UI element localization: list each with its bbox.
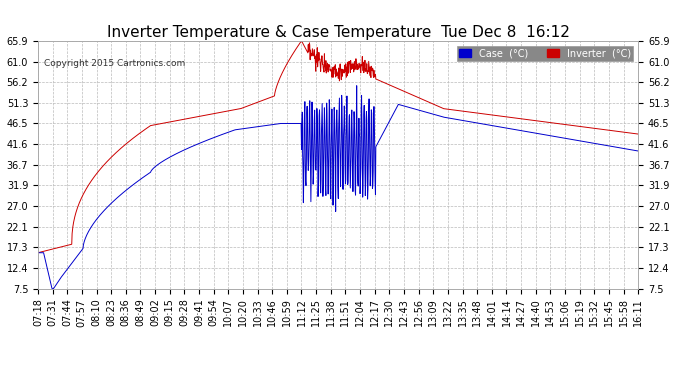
Text: Copyright 2015 Cartronics.com: Copyright 2015 Cartronics.com [44,58,185,68]
Title: Inverter Temperature & Case Temperature  Tue Dec 8  16:12: Inverter Temperature & Case Temperature … [107,25,569,40]
Legend: Case  (°C), Inverter  (°C): Case (°C), Inverter (°C) [457,46,633,61]
